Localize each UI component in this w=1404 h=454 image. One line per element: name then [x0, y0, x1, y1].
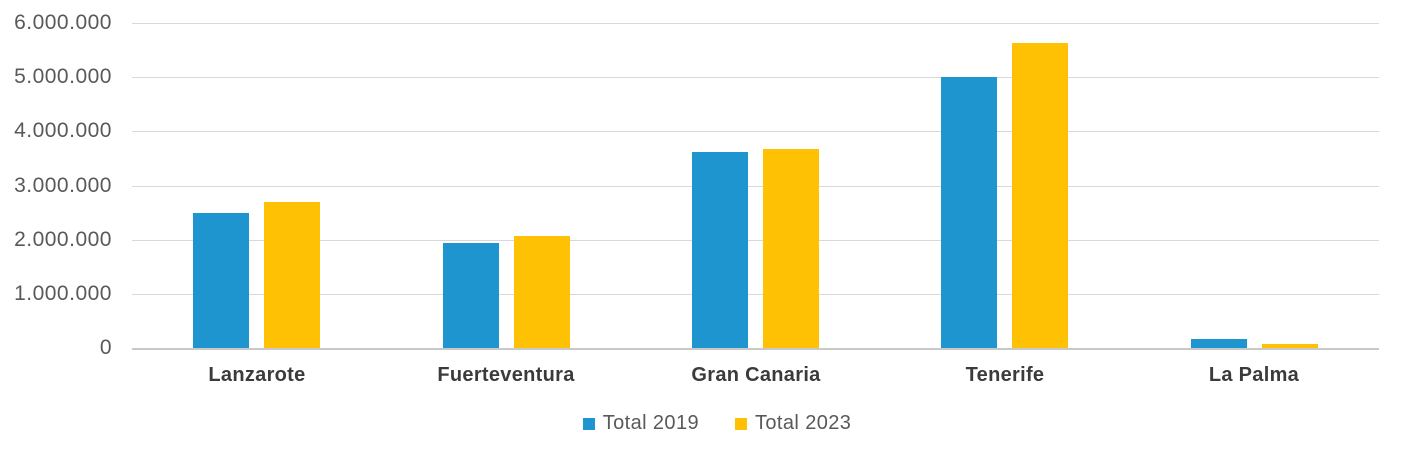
x-axis-category-label: Gran Canaria [691, 364, 821, 386]
x-axis-category-label: Lanzarote [208, 364, 306, 386]
y-axis-tick-label: 3.000.000 [14, 174, 112, 197]
bar-total-2023-lanzarote [264, 202, 320, 348]
bar-total-2019-gran-canaria [692, 152, 748, 348]
gridline [132, 77, 1379, 78]
y-axis-tick-label: 1.000.000 [14, 282, 112, 305]
legend-swatch-icon [735, 417, 747, 430]
gridline [132, 294, 1379, 295]
legend-item-total-2023: Total 2023 [735, 412, 851, 435]
gridline [132, 240, 1379, 241]
gridline [132, 131, 1379, 132]
legend: Total 2019 Total 2023 [0, 412, 1404, 435]
y-axis-tick-label: 4.000.000 [14, 119, 112, 142]
legend-swatch-icon [582, 417, 595, 430]
y-axis-tick-label: 2.000.000 [14, 228, 112, 251]
bar-total-2023-gran-canaria [763, 149, 819, 348]
gridline [132, 23, 1379, 24]
bar-total-2019-fuerteventura [443, 243, 499, 348]
legend-item-total-2019: Total 2019 [582, 412, 699, 435]
x-axis-line [132, 348, 1379, 350]
legend-label: Total 2019 [602, 412, 699, 434]
legend-label: Total 2023 [755, 412, 852, 434]
bar-total-2023-tenerife [1012, 43, 1068, 348]
bar-total-2019-tenerife [941, 77, 997, 348]
y-axis-tick-label: 5.000.000 [14, 65, 112, 88]
bar-total-2023-la-palma [1262, 344, 1318, 348]
y-axis-tick-label: 6.000.000 [14, 11, 112, 34]
x-axis-category-label: La Palma [1208, 364, 1300, 386]
gridline [132, 186, 1379, 187]
bar-total-2019-la-palma [1191, 339, 1247, 348]
x-axis-category-label: Tenerife [965, 364, 1045, 386]
y-axis-tick-label: 0 [99, 336, 112, 359]
bar-total-2023-fuerteventura [514, 236, 570, 348]
x-axis-category-label: Fuerteventura [437, 364, 575, 386]
bar-total-2019-lanzarote [193, 213, 249, 348]
